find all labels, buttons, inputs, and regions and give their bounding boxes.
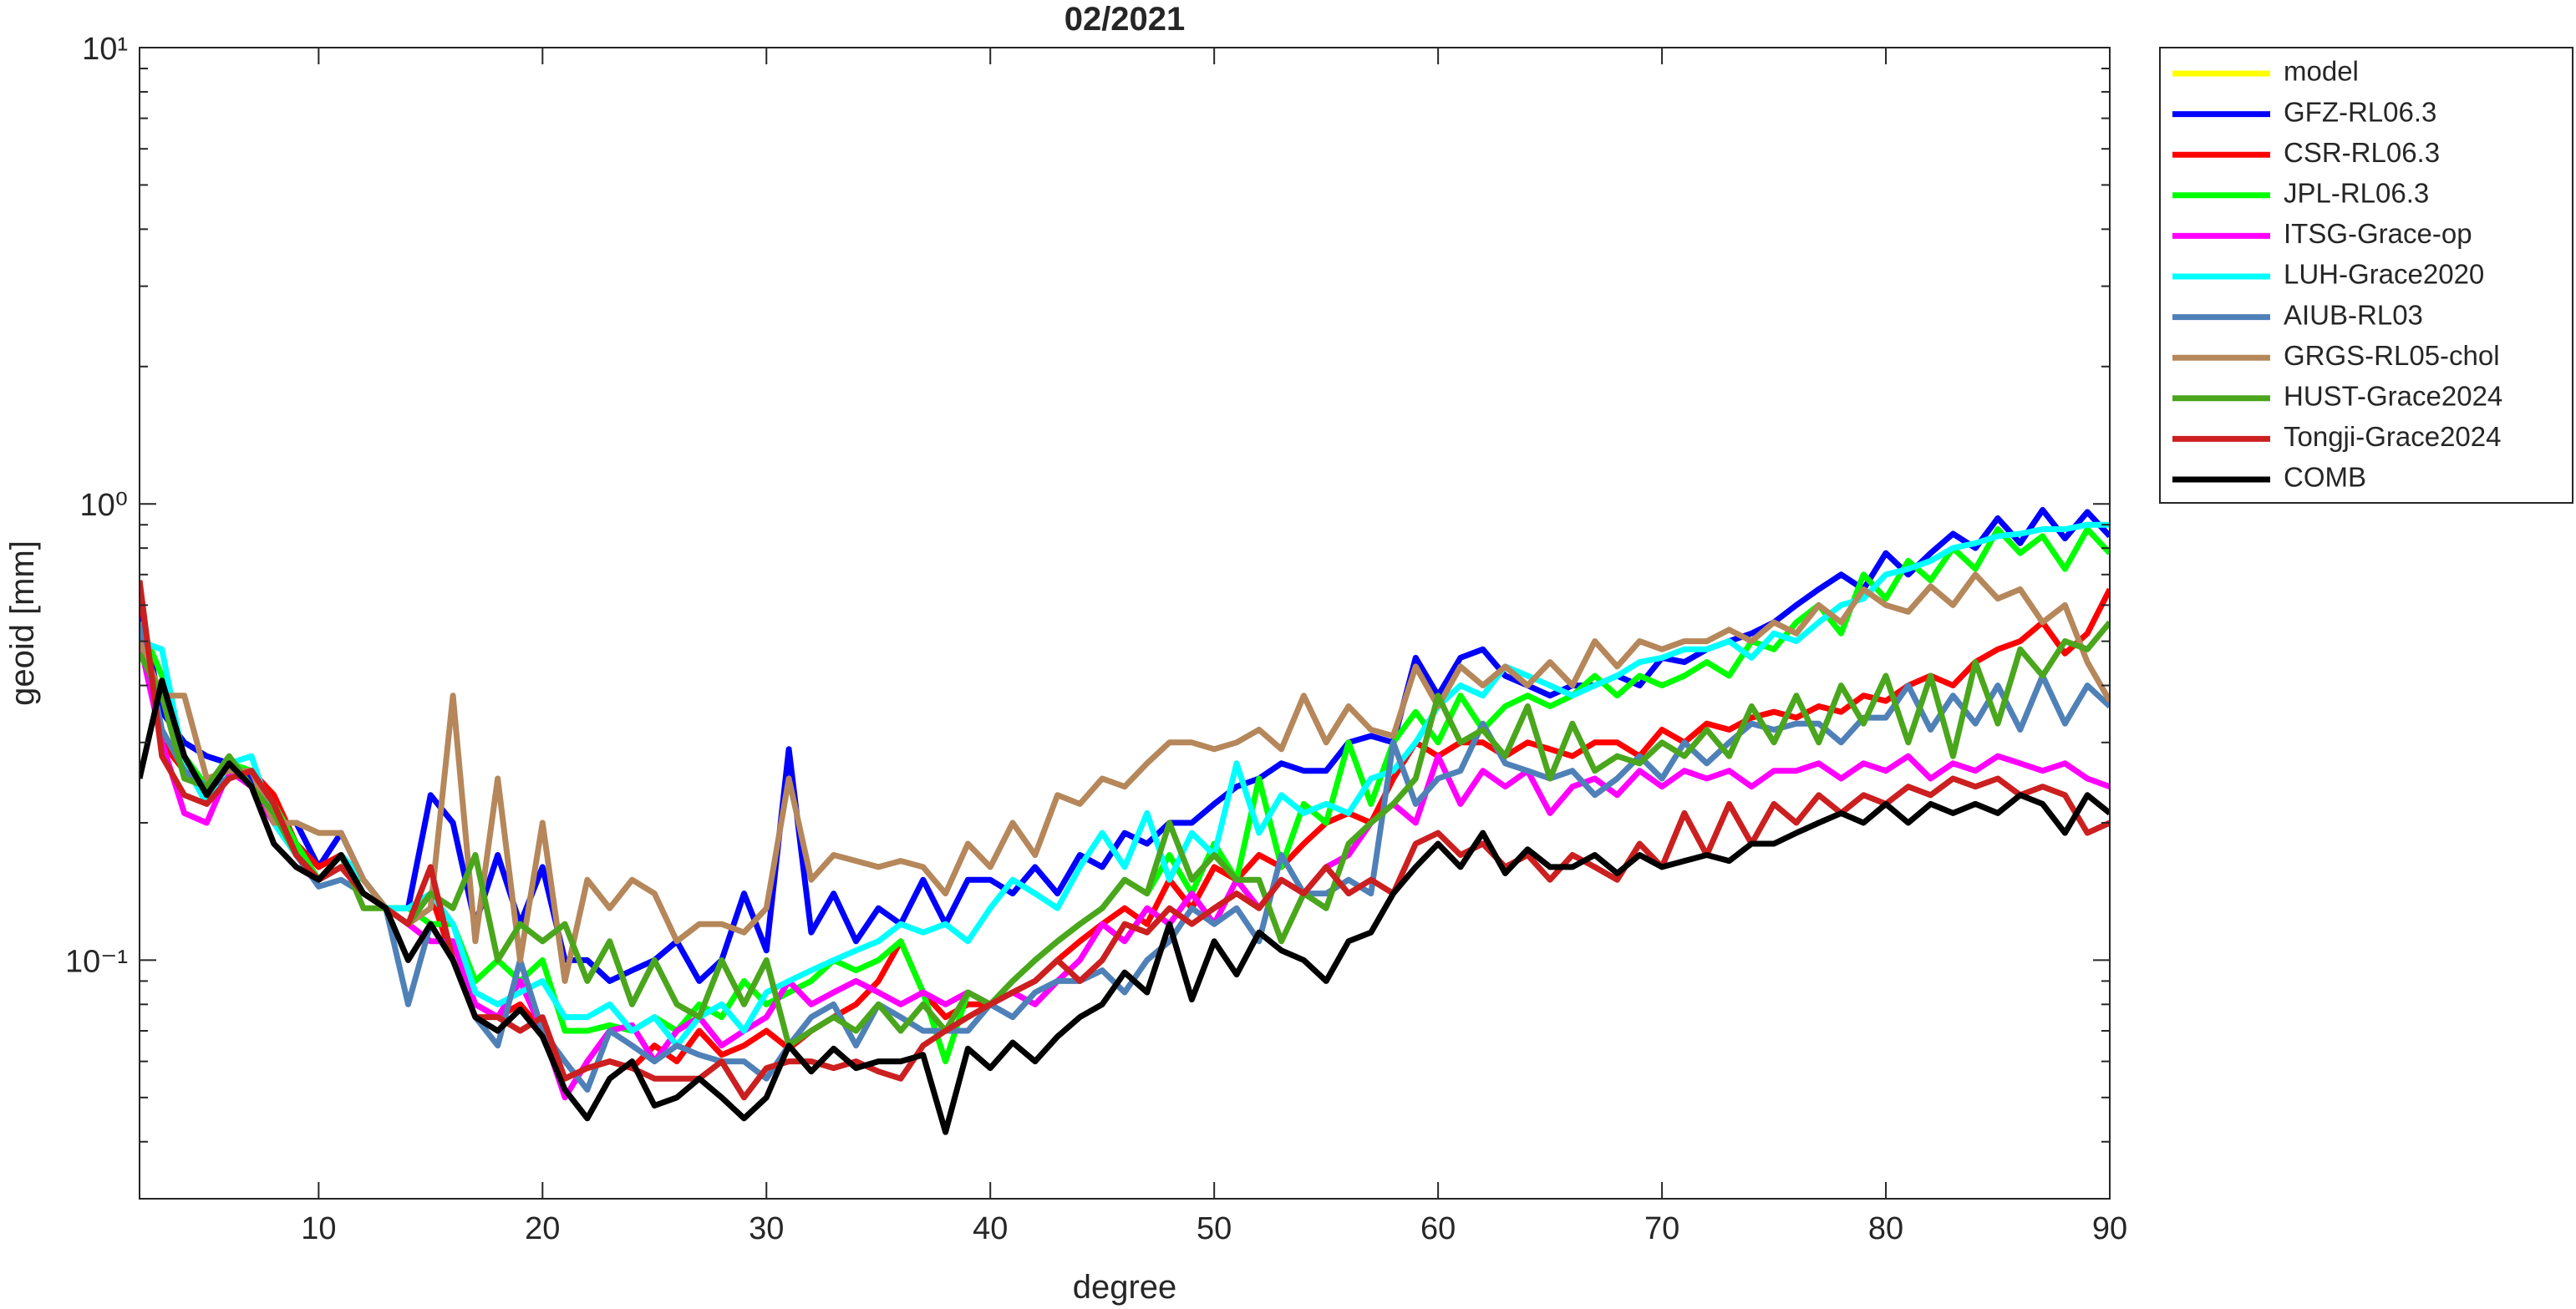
y-tick-label: 10¹ — [82, 32, 128, 67]
x-tick-label: 50 — [1197, 1211, 1232, 1246]
x-tick-label: 20 — [525, 1211, 560, 1246]
legend-label: LUH-Grace2020 — [2284, 259, 2484, 290]
series-line — [140, 640, 2110, 1101]
legend-label: ITSG-Grace-op — [2284, 218, 2472, 249]
legend-label: GRGS-RL05-chol — [2284, 340, 2500, 371]
y-tick-label: 10⁰ — [79, 488, 128, 523]
legend-label: Tongji-Grace2024 — [2284, 421, 2502, 452]
legend-label: COMB — [2284, 462, 2366, 493]
x-tick-label: 30 — [749, 1211, 784, 1246]
x-tick-label: 60 — [1420, 1211, 1456, 1246]
y-tick-label: 10⁻¹ — [65, 944, 128, 979]
x-tick-label: 90 — [2092, 1211, 2127, 1246]
chart-title: 02/2021 — [1064, 1, 1186, 38]
legend-label: GFZ-RL06.3 — [2284, 96, 2436, 127]
legend-label: JPL-RL06.3 — [2284, 178, 2429, 209]
y-axis-label: geoid [mm] — [4, 540, 41, 706]
legend-label: HUST-Grace2024 — [2284, 381, 2502, 412]
series-line — [140, 521, 2110, 1049]
x-tick-label: 10 — [301, 1211, 336, 1246]
legend-label: AIUB-RL03 — [2284, 299, 2423, 330]
legend-label: model — [2284, 56, 2359, 87]
legend-label: CSR-RL06.3 — [2284, 137, 2440, 168]
series-line — [140, 571, 2110, 984]
x-tick-label: 40 — [973, 1211, 1008, 1246]
x-axis-label: degree — [1073, 1269, 1177, 1306]
plot-frame — [139, 47, 2111, 1200]
series-line — [140, 620, 2110, 1049]
series-line — [140, 677, 2110, 1135]
x-tick-label: 70 — [1644, 1211, 1679, 1246]
x-tick-label: 80 — [1868, 1211, 1903, 1246]
